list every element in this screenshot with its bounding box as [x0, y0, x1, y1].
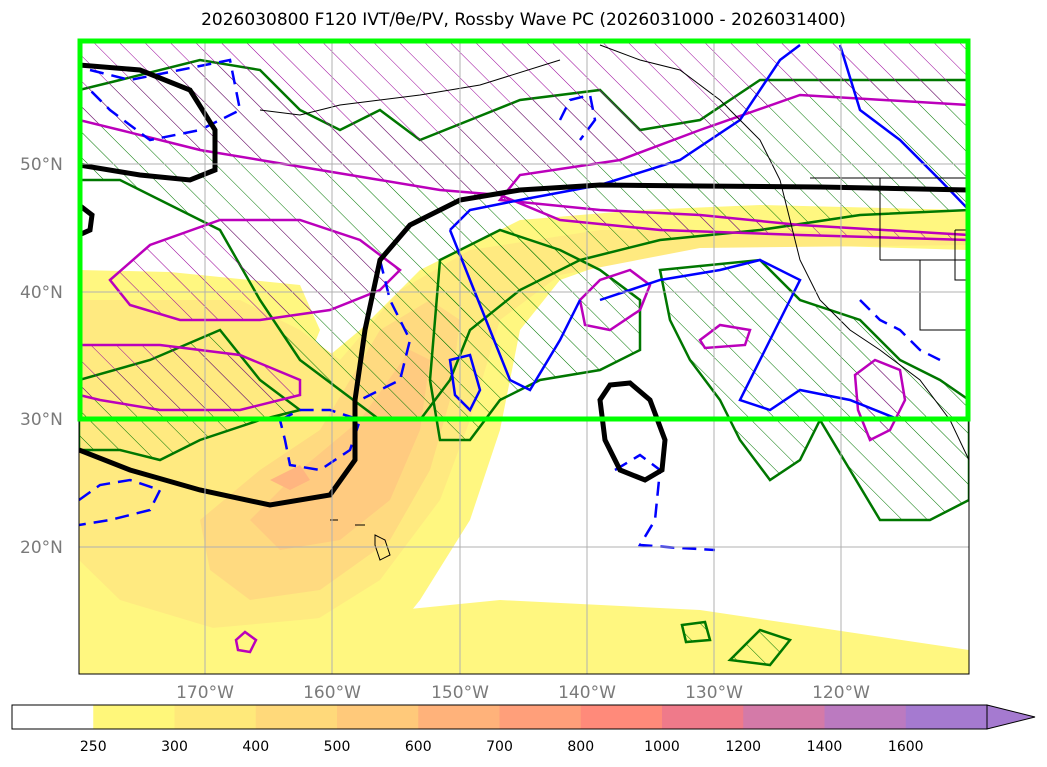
lon-label-130w: 130°W [685, 683, 743, 703]
colorbar-tick-label: 1200 [725, 739, 762, 755]
rossby-contour-west-edge [79, 203, 95, 238]
colorbar-extend-arrow [986, 704, 1036, 730]
colorbar-outline [11, 704, 988, 730]
colorbar-tick-label: 700 [486, 739, 513, 755]
theta-e-region-small-south-2 [680, 620, 712, 644]
lon-label-170w: 170°W [176, 683, 234, 703]
colorbar-tick-label: 800 [567, 739, 595, 755]
magenta-region-southwest [79, 343, 302, 412]
coastline-north-america [599, 44, 969, 461]
pv-contour-small [448, 353, 482, 413]
colorbar-segment [337, 705, 419, 729]
colorbar-tick-label: 1400 [806, 739, 843, 755]
rossby-contour-main [79, 182, 969, 508]
magenta-region-small [698, 323, 752, 350]
pv-dashed-southeast [614, 453, 716, 552]
colorbar-segment [824, 705, 907, 729]
lon-label-160w: 160°W [303, 683, 361, 703]
colorbar-tick-label: 300 [161, 739, 188, 755]
rossby-pc-contours [79, 62, 969, 508]
rossby-contour-southeast [597, 380, 668, 483]
colorbar-tick-label: 1600 [887, 739, 924, 755]
colorbar-tick-label: 250 [79, 739, 107, 755]
colorbar-segment [93, 705, 175, 729]
colorbar-tick-label: 500 [323, 739, 351, 755]
state-borders [810, 177, 969, 331]
magenta-region-north [79, 40, 969, 242]
pv-dashed-east [859, 299, 941, 362]
pv-dashed-top [558, 93, 597, 141]
lat-label-40: 40°N [20, 283, 63, 303]
colorbar-segment [12, 705, 94, 729]
lon-label-140w: 140°W [558, 683, 616, 703]
theta-e-region-east [658, 258, 969, 522]
pv-contour-central [448, 229, 582, 392]
colorbar-tick-label: 400 [242, 739, 270, 755]
colorbar-segment [580, 705, 663, 729]
colorbar-segment [174, 705, 257, 729]
hawaii-islands [330, 519, 391, 561]
theta-e-region-small-south [727, 628, 793, 667]
magenta-region-dot [234, 630, 258, 654]
ivt-band-600 [270, 465, 310, 490]
colorbar-segment [743, 705, 825, 729]
highlight-box [77, 38, 971, 422]
lon-label-120w: 120°W [812, 683, 870, 703]
colorbar-segment [905, 705, 988, 729]
coastline-alaska [259, 59, 561, 116]
lat-label-30: 30°N [20, 410, 63, 430]
pv-contour-north [449, 44, 801, 231]
colorbar-segment [418, 705, 500, 729]
magenta-regions [79, 40, 969, 654]
pv-dashed-west [359, 259, 412, 402]
colorbar-segment [499, 705, 582, 729]
pv-contours [79, 44, 969, 552]
lat-label-50: 50°N [20, 155, 63, 175]
rossby-contour-northwest [79, 62, 218, 183]
colorbar-tick-label: 1000 [644, 739, 680, 755]
magenta-region-central [578, 268, 652, 332]
lat-label-20: 20°N [20, 538, 63, 558]
weather-map [77, 38, 971, 675]
pv-contour-mid [599, 258, 901, 422]
pv-dashed-hawaii [79, 478, 162, 527]
pv-dashed-south [278, 408, 362, 472]
map-title: 2026030800 F120 IVT/θe/PV, Rossby Wave P… [201, 10, 846, 30]
colorbar [11, 704, 1036, 730]
lon-label-150w: 150°W [431, 683, 489, 703]
coastlines [259, 44, 969, 561]
colorbar-segment [255, 705, 338, 729]
colorbar-segment [662, 705, 744, 729]
colorbar-segments [12, 705, 988, 729]
magenta-region-west [108, 218, 402, 322]
colorbar-tick-label: 600 [404, 739, 432, 755]
